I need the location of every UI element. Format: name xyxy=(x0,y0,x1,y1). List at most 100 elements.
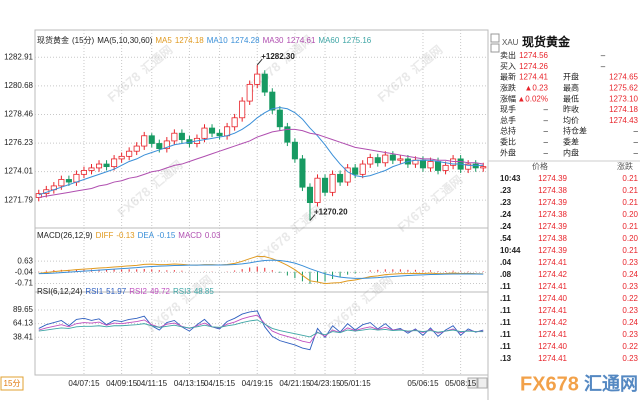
quote-value: ▲0.02% xyxy=(517,94,548,103)
tick-change: 0.20 xyxy=(622,234,638,243)
candle-body xyxy=(254,73,261,85)
quote-value: – xyxy=(601,62,606,71)
tick-time: .11 xyxy=(500,294,511,303)
candle-body xyxy=(65,179,72,183)
quote-value: – xyxy=(601,51,606,60)
quote-value: – xyxy=(634,138,639,147)
tick-price: 1274.38 xyxy=(538,234,567,243)
candle-body xyxy=(73,173,80,183)
candle-body xyxy=(374,157,381,164)
x-tick-label: 04/23:15 xyxy=(309,379,341,388)
tick-price: 1274.42 xyxy=(538,318,567,327)
tick-change: 0.24 xyxy=(622,318,638,327)
quote-label: 外盘 xyxy=(500,147,516,157)
zoom-in[interactable] xyxy=(490,33,500,43)
quote-label: 总手 xyxy=(500,115,516,125)
quote-label: 总持 xyxy=(500,126,516,136)
tick-price: 1274.39 xyxy=(538,222,567,231)
legend-value: 51.97 xyxy=(106,287,127,296)
macd-line xyxy=(38,255,484,285)
scroll-right[interactable] xyxy=(477,377,488,389)
quote-symbol: XAU xyxy=(502,38,519,47)
candle-body xyxy=(156,143,163,150)
tick-change: 0.21 xyxy=(622,222,638,231)
legend-name: RSI3 xyxy=(173,287,191,296)
tick-time: .11 xyxy=(500,282,511,291)
candle-body xyxy=(103,163,110,168)
quote-value: 1274.26 xyxy=(519,62,548,71)
y-tick-label: 64.13 xyxy=(13,319,34,328)
tick-change: 0.23 xyxy=(622,258,638,267)
legend-name: RSI1 xyxy=(85,287,103,296)
tick-price: 1274.41 xyxy=(538,258,567,267)
candle-body xyxy=(450,158,457,166)
y-tick-label: 1278.46 xyxy=(4,110,33,119)
max-annotation: +1282.30 xyxy=(261,52,295,61)
panel-title: RSI(6,12,24) xyxy=(37,287,83,296)
rsi-line xyxy=(38,319,484,338)
ma-line xyxy=(38,106,484,196)
candle-body xyxy=(269,91,276,111)
legend-name: MACD xyxy=(178,231,202,240)
candle-body xyxy=(261,73,268,93)
candle-body xyxy=(397,158,404,161)
quote-value: 1273.10 xyxy=(609,94,638,103)
quote-label: 最低 xyxy=(563,93,579,103)
period-tab[interactable] xyxy=(0,376,24,391)
candle-body xyxy=(95,163,103,169)
legend-value: 1274.18 xyxy=(175,36,204,45)
tick-change: 0.21 xyxy=(622,174,638,183)
candle-body xyxy=(231,117,238,128)
quote-value: – xyxy=(544,127,549,136)
candle-body xyxy=(419,159,427,169)
y-tick-label: 1282.91 xyxy=(4,52,33,61)
zoom-out[interactable] xyxy=(490,43,500,53)
y-tick-label: -0.71 xyxy=(15,279,34,288)
annotation-leader xyxy=(309,214,316,221)
candle-body xyxy=(58,179,65,187)
tick-time: 10:44 xyxy=(500,246,521,255)
quote-value: – xyxy=(544,138,549,147)
tick-time: 10:43 xyxy=(500,174,521,183)
candle-body xyxy=(216,132,223,137)
quote-label: 持仓差 xyxy=(563,126,587,136)
candle-body xyxy=(239,100,246,119)
candle-body xyxy=(352,167,359,175)
candle-body xyxy=(148,135,155,144)
legend-value: -0.15 xyxy=(157,231,176,240)
candle-body xyxy=(224,126,231,137)
candle-body xyxy=(126,150,133,157)
quote-value: – xyxy=(544,105,549,114)
candle-body xyxy=(141,135,148,147)
x-tick-label: 04/07:15 xyxy=(68,379,100,388)
tick-change: 0.23 xyxy=(622,282,638,291)
period-tab-label[interactable]: 15分 xyxy=(4,379,21,388)
candle-body xyxy=(367,157,374,165)
quote-label: 涨跌 xyxy=(500,83,516,93)
quote-name: 现货黄金 xyxy=(522,34,571,49)
tick-change: 0.20 xyxy=(622,210,638,219)
tick-change: 0.21 xyxy=(622,246,638,255)
tick-time: .54 xyxy=(500,234,512,243)
legend-name: MA5 xyxy=(155,36,172,45)
legend-value: 1274.28 xyxy=(231,36,260,45)
scroll-left[interactable] xyxy=(467,377,478,389)
annotation-leader xyxy=(256,58,263,66)
candle-body xyxy=(382,154,389,164)
quote-label: 委差 xyxy=(563,137,579,147)
tick-change: 0.23 xyxy=(622,354,638,363)
candle-body xyxy=(284,126,291,143)
ma-line xyxy=(38,128,484,198)
panel-title: 现货黄金 xyxy=(37,35,69,45)
legend-value: 1274.61 xyxy=(286,36,315,45)
tick-price: 1274.41 xyxy=(538,306,567,315)
quote-value: 1275.62 xyxy=(609,84,638,93)
tick-time: .08 xyxy=(500,270,512,279)
candle-body xyxy=(35,193,42,198)
tick-change: 0.21 xyxy=(622,198,638,207)
x-tick-label: 04/11:15 xyxy=(136,379,167,388)
candle-body xyxy=(329,173,336,193)
tick-header: 价格 xyxy=(532,161,548,171)
x-tick-label: 04/19:15 xyxy=(242,379,274,388)
